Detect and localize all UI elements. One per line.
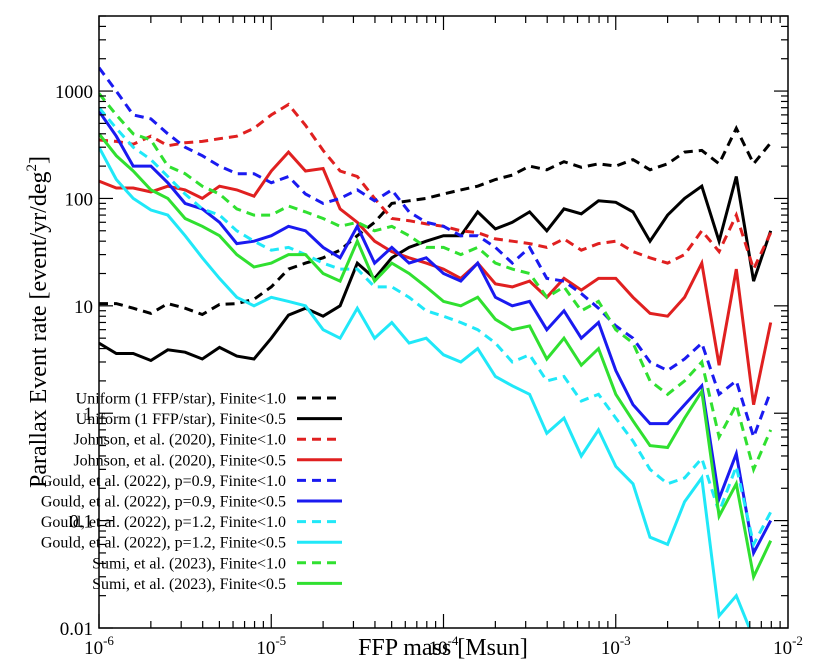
- y-tick-label: 10: [74, 297, 93, 318]
- legend-label-5: Gould, et al. (2022), p=0.9, Finite<1.0: [41, 473, 286, 490]
- series-layer: [99, 66, 773, 628]
- y-tick-label: 0.1: [69, 512, 93, 533]
- x-tick-label-base: 10: [256, 638, 275, 659]
- x-tick-label-base: 10: [601, 638, 620, 659]
- y-axis-title-main: Parallax Event rate [event/yr/deg: [26, 171, 52, 488]
- series-line-5: [99, 66, 773, 442]
- legend-label-7: Gould, et al. (2022), p=1.2, Finite<1.0: [41, 514, 286, 531]
- x-tick-label: 10-4: [429, 633, 459, 659]
- legend-label-4: Johnson, et al. (2020), Finite<0.5: [73, 452, 286, 469]
- x-axis-title: FFP mass [Msun]: [358, 635, 528, 661]
- legend-label-10: Sumi, et al. (2023), Finite<0.5: [92, 576, 286, 593]
- y-axis-title-sup: 2: [24, 164, 40, 172]
- series-line-1: [99, 124, 772, 317]
- y-tick-label: 100: [65, 189, 94, 210]
- y-tick-label: 1000: [55, 82, 93, 103]
- series-line-7: [99, 106, 773, 549]
- series-line-3: [99, 102, 773, 274]
- x-tick-label-base: 10: [429, 638, 448, 659]
- x-tick-label-base: 10: [84, 638, 103, 659]
- y-axis-title: Parallax Event rate [event/yr/deg2]: [24, 156, 52, 488]
- x-tick-label: 10-6: [84, 633, 114, 659]
- legend: Uniform (1 FFP/star), Finite<1.0 Uniform …: [41, 391, 342, 593]
- x-tick-label: 10-5: [256, 633, 286, 659]
- legend-label-2: Uniform (1 FFP/star), Finite<0.5: [76, 411, 286, 428]
- x-tick-label-exp: -3: [620, 633, 631, 648]
- legend-label-1: Uniform (1 FFP/star), Finite<1.0: [76, 391, 286, 408]
- y-axis-title-end: ]: [26, 156, 52, 164]
- x-tick-label-exp: -5: [275, 633, 286, 648]
- legend-label-9: Sumi, et al. (2023), Finite<1.0: [92, 555, 286, 572]
- x-tick-label: 10-2: [773, 633, 803, 659]
- x-tick-label-exp: -2: [792, 633, 803, 648]
- series-line-6: [99, 110, 773, 558]
- plot-frame: [98, 15, 789, 629]
- x-tick-label-exp: -4: [448, 633, 459, 648]
- x-tick-label-base: 10: [773, 638, 792, 659]
- legend-label-8: Gould, et al. (2022), p=1.2, Finite<0.5: [41, 535, 286, 552]
- series-line-10: [99, 132, 773, 582]
- x-tick-label-exp: -6: [103, 633, 114, 648]
- series-line-8: [99, 146, 752, 628]
- series-line-2: [99, 176, 773, 363]
- legend-label-3: Johnson, et al. (2020), Finite<1.0: [73, 432, 286, 449]
- x-tick-label: 10-3: [601, 633, 631, 659]
- ticks-layer: [98, 15, 788, 629]
- y-tick-label: 1: [84, 404, 94, 425]
- legend-label-6: Gould, et al. (2022), p=0.9, Finite<0.5: [41, 494, 286, 511]
- series-line-4: [99, 149, 773, 406]
- series-line-9: [99, 92, 773, 474]
- y-tick-label: 0.01: [60, 619, 93, 640]
